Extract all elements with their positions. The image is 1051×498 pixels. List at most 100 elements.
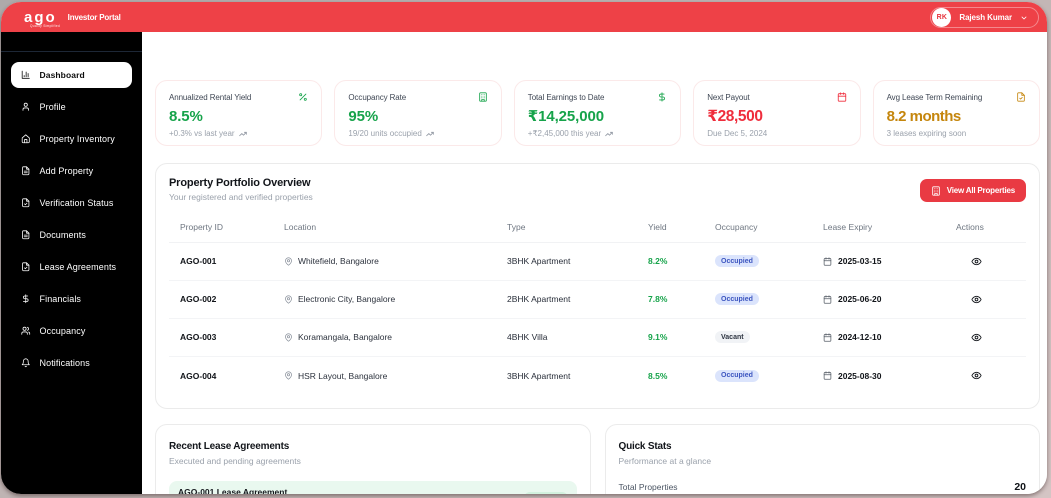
property-id-cell: AGO-004 — [180, 370, 217, 381]
quick-stat-value: 20 — [1014, 480, 1026, 493]
stat-subtitle: Due Dec 5, 2024 — [707, 129, 768, 138]
sidebar-item-label: Lease Agreements — [39, 262, 117, 272]
sidebar-item-profile[interactable]: Profile — [11, 94, 132, 120]
view-property-button[interactable] — [956, 294, 982, 305]
bottom-cards-row: Recent Lease Agreements Executed and pen… — [155, 423, 1040, 495]
app-title: Investor Portal — [67, 12, 121, 22]
type-cell: 4BHK Villa — [507, 332, 548, 342]
sidebar-item-add-property[interactable]: Add Property — [11, 158, 132, 184]
stat-card-total-earnings: Total Earnings to Date ₹14,25,000 +₹2,45… — [513, 80, 682, 146]
column-header: Location — [284, 222, 317, 232]
sidebar-item-label: Financials — [39, 294, 82, 304]
lease-expiry-cell: 2025-08-30 — [812, 371, 945, 381]
chevron-down-icon — [1021, 16, 1027, 19]
view-property-button[interactable] — [956, 256, 982, 267]
stat-cards-row: Annualized Rental Yield 8.5% +0.3% vs la… — [155, 80, 1040, 146]
sidebar-item-label: Verification Status — [39, 198, 114, 208]
stat-subtitle: +0.3% vs last year — [169, 129, 308, 138]
portfolio-title: Property Portfolio Overview — [169, 177, 311, 189]
file-check-icon — [1017, 92, 1025, 102]
stat-label: Occupancy Rate — [348, 93, 407, 102]
sidebar-item-financials[interactable]: Financials — [11, 286, 132, 312]
main-content: Annualized Rental Yield 8.5% +0.3% vs la… — [142, 32, 1047, 494]
stat-card-rental-yield: Annualized Rental Yield 8.5% +0.3% vs la… — [155, 80, 323, 146]
sidebar-item-label: Notifications — [39, 358, 90, 368]
percent-icon — [299, 93, 308, 101]
users-icon — [21, 327, 31, 335]
property-id-cell: AGO-003 — [180, 332, 217, 342]
brand-logo-tagline: Quality Simplified — [30, 24, 61, 28]
stat-card-occupancy-rate: Occupancy Rate 95% 19/20 units occupied — [334, 80, 502, 146]
stat-label: Next Payout — [707, 93, 750, 102]
trending-up-icon — [426, 131, 434, 136]
executed-badge: Executed — [524, 491, 568, 494]
table-row: AGO-001 Whitefield, Bangalore 3BHK Apart… — [169, 243, 1026, 281]
recent-leases-subtitle: Executed and pending agreements — [169, 455, 301, 466]
stat-label: Avg Lease Term Remaining — [886, 93, 983, 102]
sidebar-item-documents[interactable]: Documents — [11, 222, 132, 248]
map-pin-icon — [285, 332, 292, 342]
column-header: Yield — [648, 222, 667, 232]
property-id-cell: AGO-001 — [180, 256, 217, 266]
sidebar-item-dashboard[interactable]: Dashboard — [11, 62, 132, 88]
table-header-row: Property ID Location Type Yield Occupanc… — [169, 215, 1026, 243]
column-header: Type — [507, 222, 526, 232]
sidebar: Dashboard Profile Property Inventory Add… — [1, 32, 142, 494]
sidebar-item-notifications[interactable]: Notifications — [11, 350, 132, 376]
view-property-button[interactable] — [956, 370, 982, 381]
lease-expiry-cell: 2025-03-15 — [812, 256, 945, 266]
location-cell: Electronic City, Bangalore — [273, 294, 496, 304]
map-pin-icon — [285, 256, 292, 266]
recent-leases-card: Recent Lease Agreements Executed and pen… — [155, 423, 591, 495]
location-cell: Koramangala, Bangalore — [273, 332, 496, 342]
calendar-icon — [837, 92, 846, 102]
stat-value: 8.2 months — [886, 108, 962, 125]
user-icon — [22, 103, 29, 111]
view-property-button[interactable] — [956, 332, 982, 343]
calendar-icon — [823, 294, 832, 304]
portfolio-subtitle: Your registered and verified properties — [169, 192, 313, 202]
type-cell: 3BHK Apartment — [507, 256, 571, 266]
sidebar-item-property-inventory[interactable]: Property Inventory — [11, 126, 132, 152]
sidebar-item-verification-status[interactable]: Verification Status — [11, 190, 132, 216]
user-name: Rajesh Kumar — [959, 12, 1012, 22]
stat-value: 95% — [348, 108, 379, 125]
actions-cell — [945, 294, 1026, 305]
calendar-icon — [823, 256, 832, 266]
calendar-icon — [823, 371, 832, 380]
stat-subtitle: 19/20 units occupied — [348, 129, 487, 138]
sidebar-item-lease-agreements[interactable]: Lease Agreements — [11, 254, 132, 280]
eye-icon — [971, 371, 982, 380]
sidebar-item-label: Property Inventory — [39, 134, 115, 144]
file-check-icon — [22, 262, 30, 272]
sidebar-item-occupancy[interactable]: Occupancy — [11, 318, 132, 344]
stat-subtitle: 3 leases expiring soon — [886, 129, 967, 138]
file-text-icon — [22, 230, 30, 240]
top-header: ago Quality Simplified Investor Portal R… — [1, 2, 1047, 32]
trending-up-icon — [605, 131, 613, 136]
portfolio-card: Property Portfolio Overview Your registe… — [155, 163, 1040, 409]
occupancy-cell: Occupied — [704, 369, 812, 382]
yield-cell: 9.1% — [648, 332, 668, 342]
quick-stats-card: Quick Stats Performance at a glance Tota… — [604, 423, 1040, 494]
home-icon — [21, 134, 30, 144]
column-header: Occupancy — [715, 222, 758, 232]
sidebar-item-label: Documents — [39, 230, 86, 240]
stat-card-lease-term: Avg Lease Term Remaining 8.2 months 3 le… — [872, 80, 1040, 146]
sidebar-item-label: Dashboard — [39, 70, 85, 80]
status-badge: Occupied — [715, 369, 759, 382]
yield-cell: 7.8% — [648, 294, 668, 304]
user-menu[interactable]: RK Rajesh Kumar — [930, 6, 1039, 28]
column-header: Property ID — [180, 222, 223, 232]
lease-agreement-item[interactable]: AGO-001 Lease Agreement Executed — [169, 480, 577, 495]
view-all-properties-button[interactable]: View All Properties — [919, 179, 1026, 202]
brand-logo-text: ago — [24, 9, 57, 26]
calendar-icon — [823, 332, 832, 342]
lease-agreement-name: AGO-001 Lease Agreement — [178, 486, 288, 495]
dollar-sign-icon — [22, 294, 29, 304]
yield-cell: 8.2% — [648, 256, 668, 266]
eye-icon — [971, 333, 982, 341]
file-check-icon — [22, 198, 30, 208]
trending-up-icon — [238, 131, 247, 136]
bar-chart-icon — [21, 71, 30, 79]
